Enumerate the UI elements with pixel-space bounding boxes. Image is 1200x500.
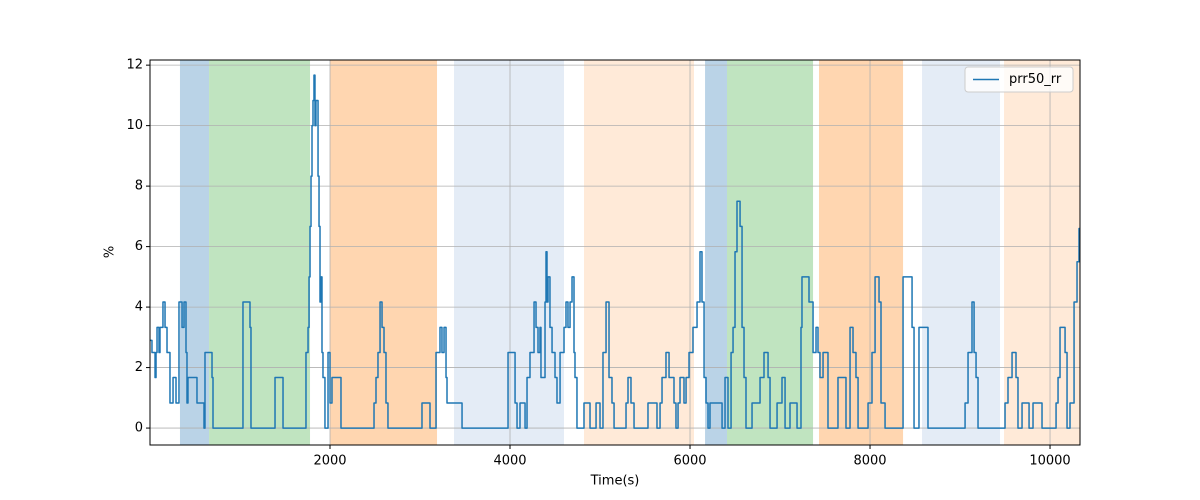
- legend-label: prr50_rr: [1009, 72, 1062, 87]
- x-tick-label: 6000: [673, 454, 706, 469]
- x-axis-label: Time(s): [590, 474, 640, 489]
- shaded-span: [330, 60, 438, 445]
- plot-lines: [150, 74, 1080, 429]
- y-tick-label: 12: [126, 58, 143, 73]
- x-tick-label: 8000: [853, 454, 886, 469]
- y-tick-label: 0: [135, 421, 143, 436]
- shaded-span: [1004, 60, 1080, 445]
- data-line: [150, 74, 1080, 429]
- y-tick-label: 8: [135, 179, 143, 194]
- legend-box: [964, 66, 1074, 93]
- grid: [150, 60, 1080, 445]
- x-tick-label: 2000: [313, 454, 346, 469]
- x-tick-label: 4000: [493, 454, 526, 469]
- shaded-span: [705, 60, 728, 445]
- y-axis-label: %: [103, 246, 118, 258]
- spans: [179, 60, 1080, 445]
- legend: prr50_rr: [964, 66, 1074, 93]
- y-tick-label: 10: [126, 118, 143, 133]
- y-tick-label: 2: [135, 360, 143, 375]
- shaded-span: [583, 60, 694, 445]
- shaded-span: [818, 60, 904, 445]
- shaded-span: [179, 60, 210, 445]
- shaded-span: [922, 60, 1000, 445]
- ticks: 2000 4000 6000 8000 10000 0 2 4 6 8 10 12: [126, 58, 1070, 469]
- y-tick-label: 6: [135, 239, 143, 254]
- plot-frame: [149, 59, 1081, 446]
- x-tick-label: 10000: [1029, 454, 1070, 469]
- shaded-span: [209, 60, 311, 445]
- y-tick-label: 4: [135, 300, 143, 315]
